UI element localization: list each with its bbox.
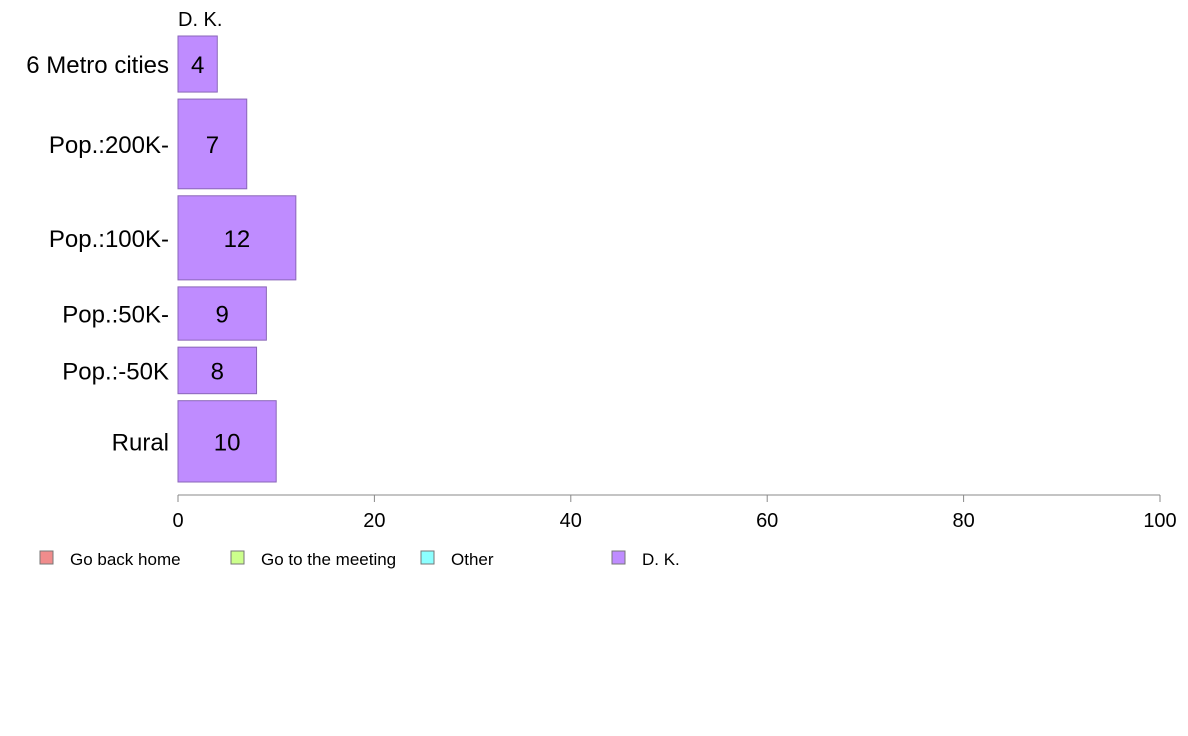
legend-label-1: Go to the meeting: [261, 550, 396, 569]
bar-value-label-2: 12: [224, 226, 251, 253]
x-tick-label-1: 20: [363, 510, 385, 532]
bar-value-label-0: 4: [191, 52, 204, 79]
series-title: D. K.: [178, 9, 222, 31]
category-label-0: 6 Metro cities: [26, 52, 169, 79]
x-tick-label-4: 80: [952, 510, 974, 532]
bar-value-label-3: 9: [216, 302, 229, 329]
x-tick-label-3: 60: [756, 510, 778, 532]
legend-label-0: Go back home: [70, 550, 181, 569]
category-label-2: Pop.:100K-: [49, 226, 169, 253]
bar-value-label-1: 7: [206, 132, 219, 159]
legend-swatch-0: [39, 550, 54, 565]
bar-4: [177, 346, 258, 395]
bar-3: [177, 286, 267, 341]
legend-label-3: D. K.: [642, 550, 680, 569]
legend-label-2: Other: [451, 550, 494, 569]
bar-value-label-4: 8: [211, 358, 224, 385]
category-label-3: Pop.:50K-: [62, 302, 169, 329]
legend-swatch-1: [230, 550, 245, 565]
category-label-5: Rural: [112, 429, 169, 456]
x-tick-label-0: 0: [172, 510, 183, 532]
bar-0: [177, 35, 218, 93]
category-label-4: Pop.:-50K: [62, 358, 169, 385]
bar-2: [177, 195, 297, 281]
category-label-1: Pop.:200K-: [49, 132, 169, 159]
legend-swatch-3: [611, 550, 626, 565]
bar-5: [177, 400, 277, 483]
x-tick-label-5: 100: [1143, 510, 1176, 532]
x-tick-label-2: 40: [560, 510, 582, 532]
bar-value-label-5: 10: [214, 429, 241, 456]
bar-1: [177, 98, 248, 190]
legend-swatch-2: [420, 550, 435, 565]
